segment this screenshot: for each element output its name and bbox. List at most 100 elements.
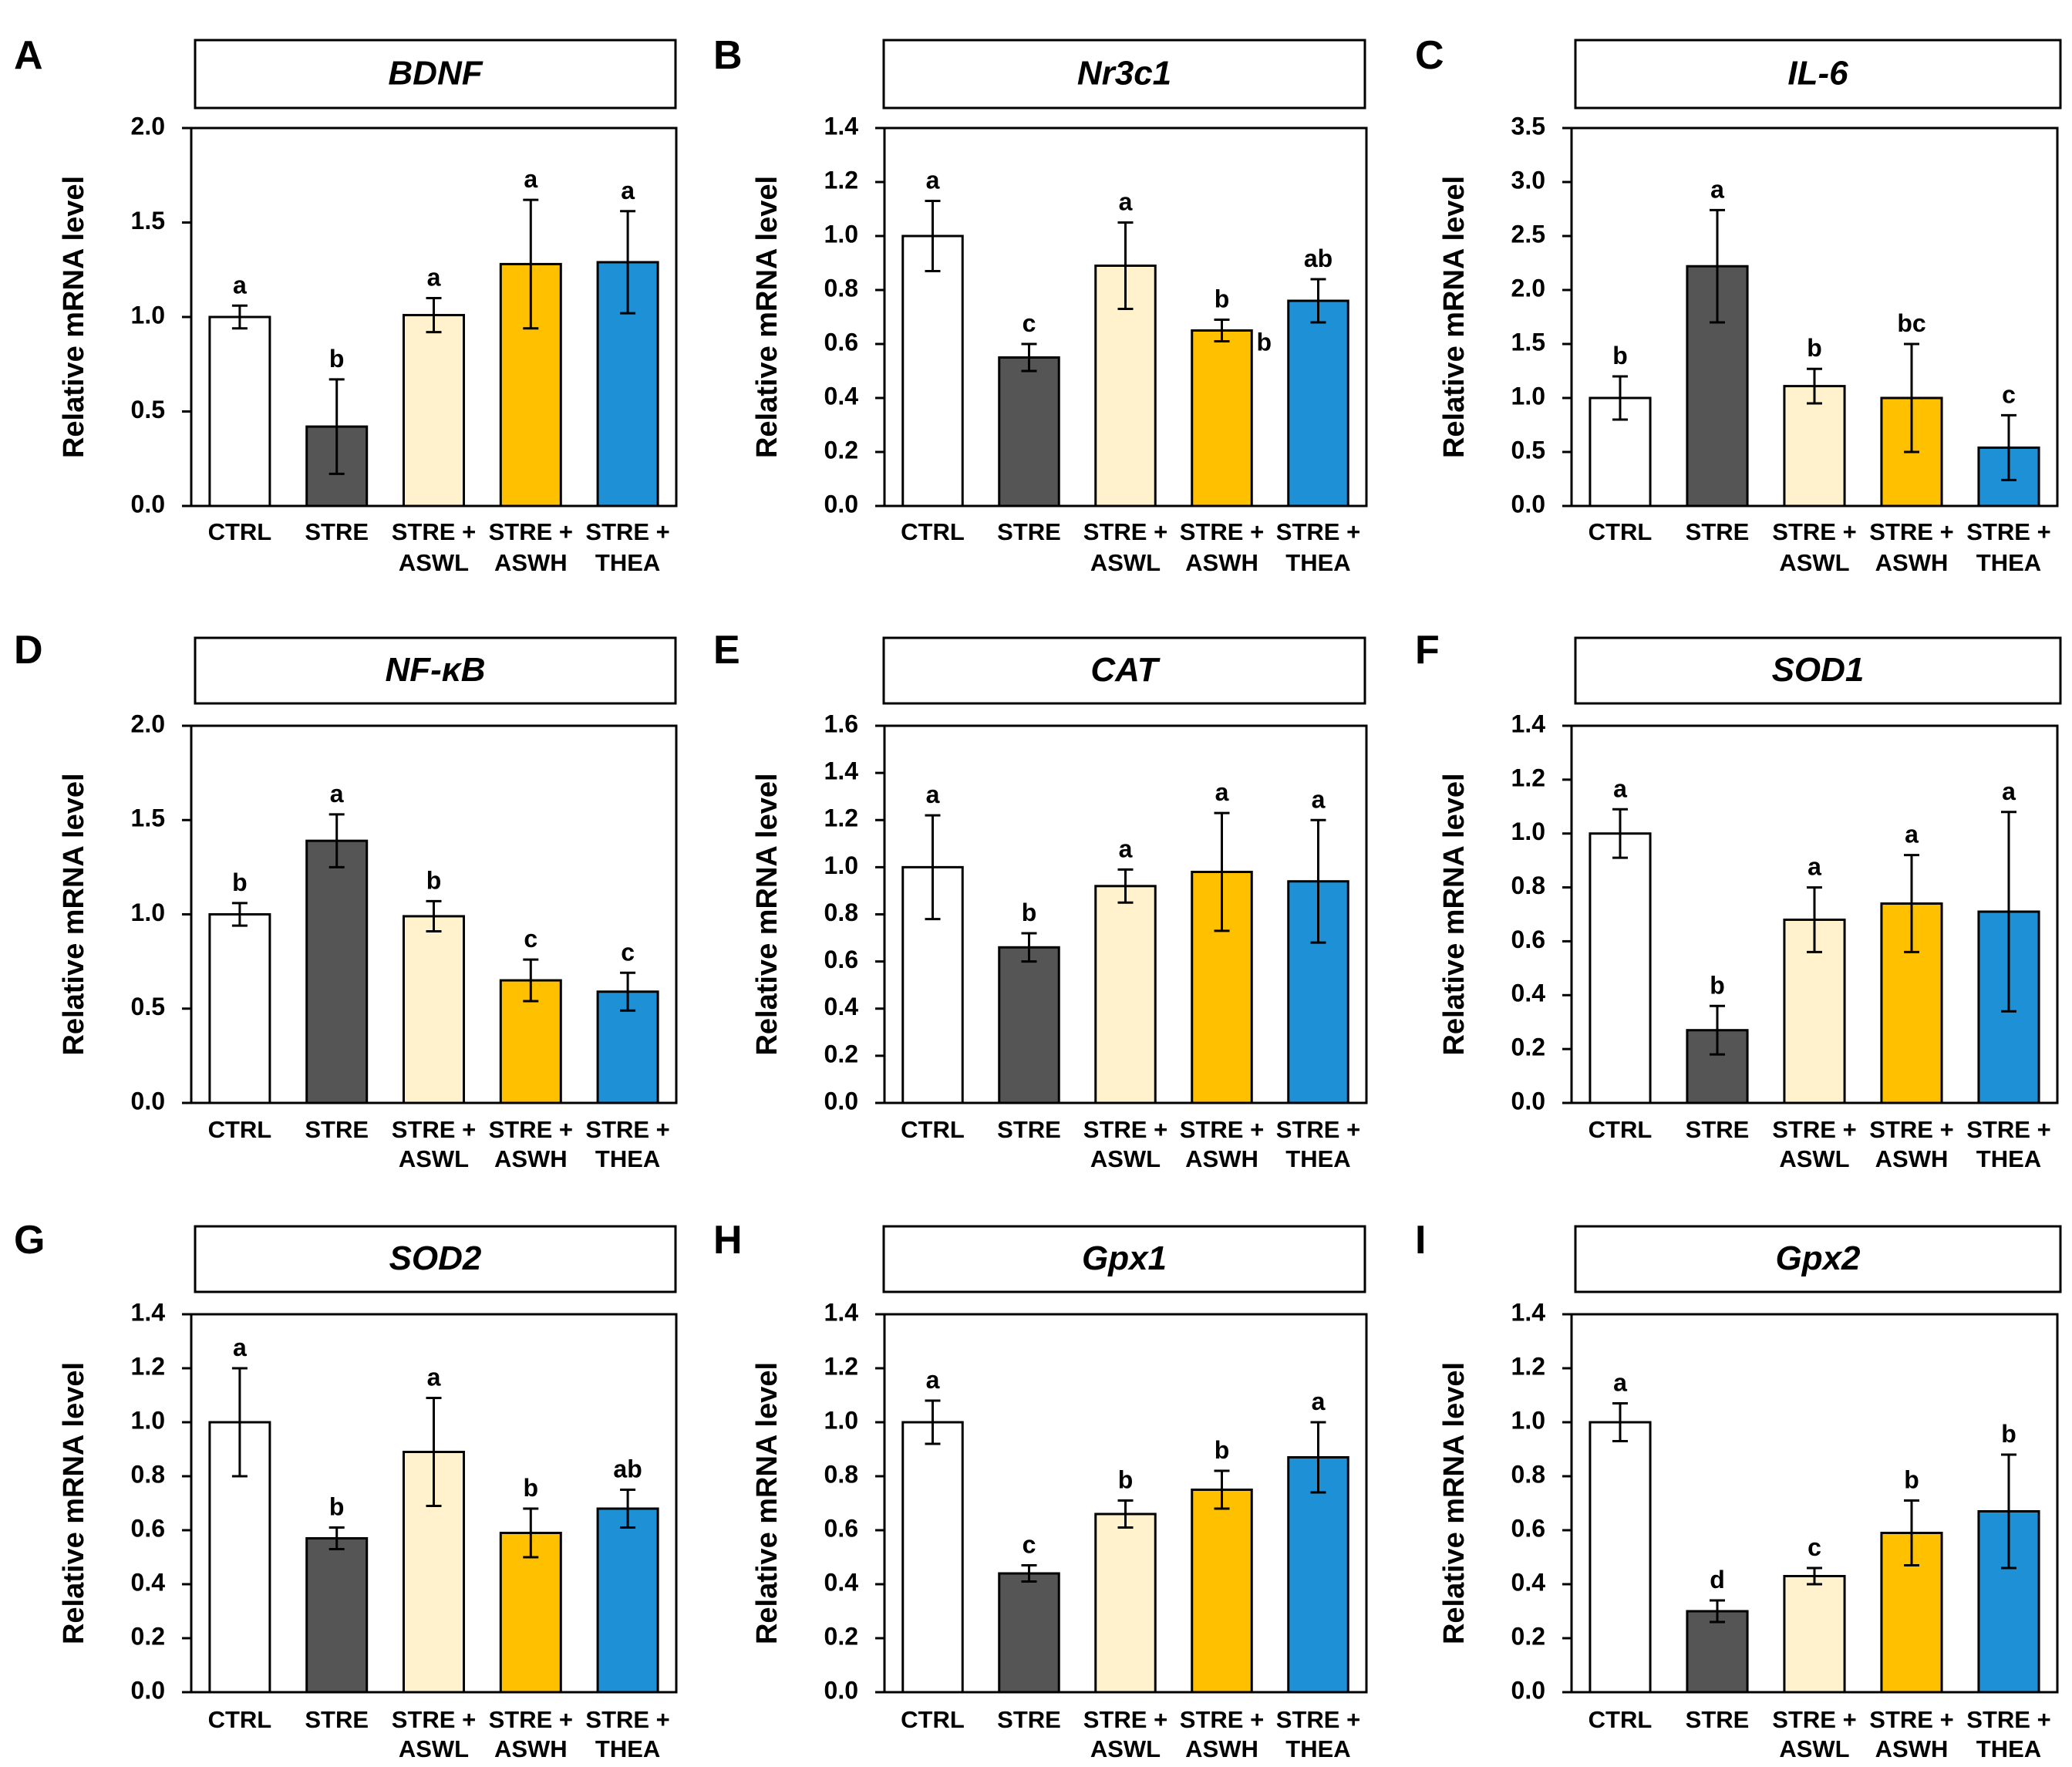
bar [305,1537,369,1694]
x-tick-label: STRE [1686,1706,1750,1733]
x-tick-label: ASWH [1185,1735,1258,1762]
y-tick-label: 0.4 [824,382,859,410]
y-tick-label: 0.0 [131,490,165,518]
x-tick-label: CTRL [901,1116,965,1143]
chart-title-box [1574,1225,2062,1293]
panel-letter: E [713,628,740,673]
y-tick-label: 0.8 [1511,872,1545,899]
y-tick-label: 2.0 [131,710,165,737]
y-tick-label: 1.4 [1511,710,1546,737]
x-tick-label: THEA [1976,1735,2041,1762]
significance-label: b [1215,1436,1230,1464]
y-tick-label: 1.0 [1511,1406,1545,1434]
significance-label: c [2002,380,2016,408]
panel-letter: F [1415,628,1440,673]
bar [1094,885,1157,1104]
y-tick-label: 0.6 [1511,926,1545,953]
significance-label: ab [613,1455,642,1483]
y-tick-label: 0.0 [131,1087,165,1114]
y-tick-label: 0.0 [824,490,858,518]
significance-label: b [426,866,442,894]
bar [901,234,964,508]
y-tick-label: 0.4 [824,993,859,1020]
chart-title-box [882,39,1366,110]
x-tick-label: CTRL [208,1706,272,1733]
panel-i: I Gpx2 Relative mRNA level 0.0 0.2 0.4 0.6 0.8 1… [1415,1218,2062,1762]
y-tick-label: 0.5 [131,396,165,423]
y-tick-label: 0.2 [824,1622,858,1650]
y-tick-label: 0.0 [131,1676,165,1704]
x-tick-label: STRE [1686,1116,1750,1143]
plot-frame [190,1313,678,1694]
y-tick-label: 0.0 [824,1676,858,1704]
y-tick-label: 2.0 [1511,274,1545,302]
y-tick-label: 0.2 [131,1622,165,1650]
y-tick-label: 1.5 [1511,328,1545,356]
x-tick-label: CTRL [208,518,272,545]
x-tick-label: ASWL [399,1145,469,1172]
significance-label: b [1612,342,1628,369]
y-tick-label: 1.0 [1511,818,1545,845]
x-tick-label: THEA [1285,1735,1350,1762]
bar [1287,1456,1349,1694]
y-tick-label: 0.0 [1511,1676,1545,1704]
x-tick-label: ASWH [494,1145,568,1172]
panel-letter: C [1415,33,1444,78]
y-tick-label: 0.0 [1511,490,1545,518]
significance-label: a [233,271,247,298]
panel-h: H Gpx1 Relative mRNA level 0.0 0.2 0.4 0.6 0.8 1… [713,1218,1368,1762]
bar [499,1532,562,1694]
x-tick-label: STRE [1686,518,1750,545]
y-tick-label: 0.6 [1511,1514,1545,1542]
bar [208,315,271,508]
y-tick-label: 1.0 [131,301,165,329]
y-axis-label: Relative mRNA level [1438,773,1471,1055]
y-tick-label: 1.0 [824,851,858,879]
x-tick-label: CTRL [1589,1116,1653,1143]
significance-label: a [926,167,940,194]
x-tick-label: STRE + [1772,1116,1856,1143]
y-tick-label: 1.0 [131,899,165,926]
y-tick-label: 0.8 [131,1460,165,1488]
x-tick-label: ASWH [1185,549,1258,576]
y-tick-label: 0.8 [824,274,858,302]
x-tick-label: THEA [595,549,660,576]
y-tick-label: 0.8 [1511,1460,1545,1488]
significance-label: a [1613,1369,1627,1397]
y-axis-label: Relative mRNA level [1438,1362,1471,1644]
x-tick-label: STRE + [489,1706,573,1733]
chart-title-box [882,1225,1366,1293]
significance-label: c [524,925,537,953]
y-tick-label: 0.6 [824,946,858,973]
significance-label: a [1312,1388,1326,1415]
x-tick-label: STRE + [1083,1706,1167,1733]
x-tick-label: CTRL [901,518,965,545]
x-tick-label: STRE + [585,1706,669,1733]
x-tick-label: CTRL [901,1706,965,1733]
bar [998,946,1060,1104]
y-axis-label: Relative mRNA level [1438,176,1471,458]
plot-frame [1570,724,2059,1104]
bar [1287,299,1349,508]
significance-label: a [427,264,441,292]
chart-title-box [194,1225,677,1293]
x-tick-label: STRE [305,1706,369,1733]
panel-e: E CAT Relative mRNA level 0.0 0.2 0.4 0.6 0.8 1.… [713,628,1368,1172]
y-axis-label: Relative mRNA level [58,176,90,458]
panel-d: D NF-κB Relative mRNA level 0.0 0.5 1.0 1.5 2.0… [14,628,678,1172]
y-tick-label: 0.4 [131,1568,166,1596]
x-tick-label: ASWL [399,1735,469,1762]
x-tick-label: STRE + [1869,1116,1953,1143]
x-tick-label: STRE + [1180,1116,1264,1143]
x-tick-label: STRE [997,518,1061,545]
y-tick-label: 1.5 [131,804,165,832]
x-tick-label: ASWH [1875,549,1949,576]
y-tick-label: 1.2 [824,804,858,832]
x-tick-label: CTRL [208,1116,272,1143]
chart-title: SOD2 [389,1239,482,1277]
bar [1191,1489,1253,1694]
y-tick-label: 0.6 [131,1514,165,1542]
significance-label: a [621,177,635,204]
significance-label: d [1710,1566,1725,1593]
x-tick-label: STRE + [1869,518,1953,545]
